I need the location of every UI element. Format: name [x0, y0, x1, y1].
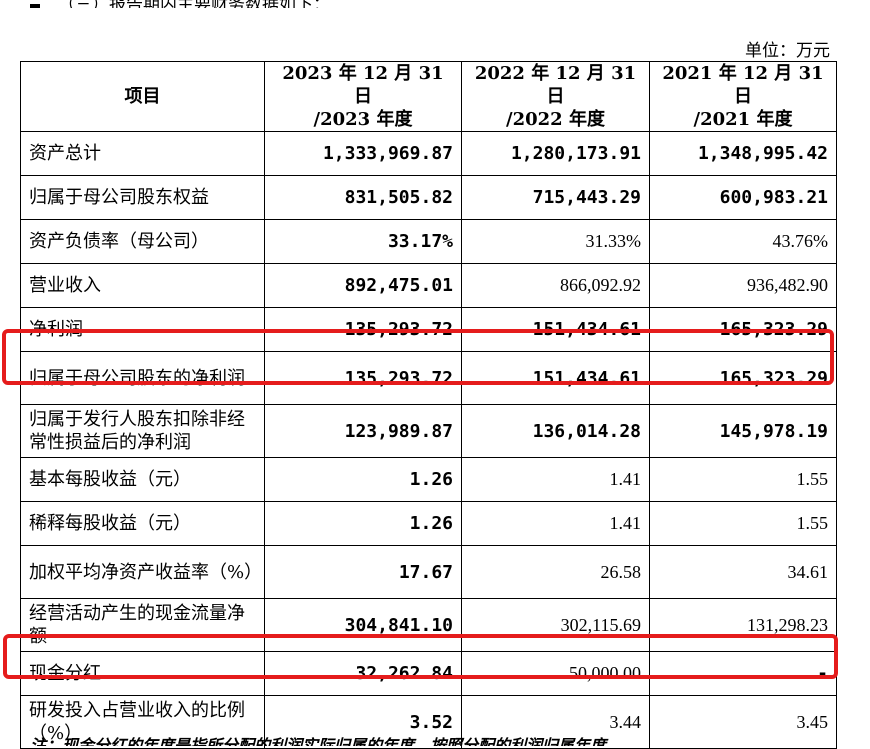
- value-2022: 715,443.29: [461, 175, 650, 220]
- row-label: 研发投入占营业收入的比例（%）: [20, 695, 265, 749]
- unit-label: 单位：万元: [745, 41, 830, 61]
- value-2023: 304,841.10: [264, 598, 462, 652]
- value-2021: 34.61: [649, 545, 837, 599]
- footnote-text-cutoff: 注：现金分红的年度是指所分配的利润实际归属的年度，按照分配的利润归属年度: [30, 736, 607, 746]
- value-2021: 1,348,995.42: [649, 131, 837, 176]
- highlight-box-cash-dividend: [3, 634, 838, 679]
- row-label: 经营活动产生的现金流量净额: [20, 598, 265, 652]
- highlight-box-net-profit: [2, 329, 834, 385]
- value-2022: 3.44: [461, 695, 650, 749]
- value-2022: 866,092.92: [461, 263, 650, 308]
- row-label: 归属于母公司股东权益: [20, 175, 265, 220]
- value-2021: 1.55: [649, 457, 837, 502]
- row-label: 归属于发行人股东扣除非经常性损益后的净利润: [20, 404, 265, 458]
- table-row: 资产总计 1,333,969.87 1,280,173.91 1,348,995…: [20, 131, 837, 176]
- table-row: 归属于母公司股东权益 831,505.82 715,443.29 600,983…: [20, 175, 837, 220]
- section-heading: （三）报告期内主要财务数据如下：: [58, 0, 330, 8]
- value-2022: 302,115.69: [461, 598, 650, 652]
- row-label: 基本每股收益（元）: [20, 457, 265, 502]
- row-label: 营业收入: [20, 263, 265, 308]
- row-label: 资产负债率（母公司）: [20, 219, 265, 264]
- table-row: 资产负债率（母公司） 33.17% 31.33% 43.76%: [20, 219, 837, 264]
- table-row: 归属于发行人股东扣除非经常性损益后的净利润 123,989.87 136,014…: [20, 404, 837, 458]
- value-2021: 600,983.21: [649, 175, 837, 220]
- value-2021: 43.76%: [649, 219, 837, 264]
- preceding-text-cutoff: （三）报告期内主要财务数据如下：: [0, 0, 870, 8]
- value-2022: 1.41: [461, 501, 650, 546]
- table-header-row: 项目 2023 年 12 月 31 日/2023 年度 2022 年 12 月 …: [20, 61, 837, 132]
- value-2022: 26.58: [461, 545, 650, 599]
- row-label: 稀释每股收益（元）: [20, 501, 265, 546]
- value-2023: 1,333,969.87: [264, 131, 462, 176]
- table-row: 基本每股收益（元） 1.26 1.41 1.55: [20, 457, 837, 502]
- value-2023: 1.26: [264, 457, 462, 502]
- value-2021: -: [649, 651, 837, 696]
- row-label: 加权平均净资产收益率（%）: [20, 545, 265, 599]
- value-2023: 123,989.87: [264, 404, 462, 458]
- table-row: 稀释每股收益（元） 1.26 1.41 1.55: [20, 501, 837, 546]
- value-2021: 936,482.90: [649, 263, 837, 308]
- value-2023: 1.26: [264, 501, 462, 546]
- value-2021: 3.45: [649, 695, 837, 749]
- table-row: 营业收入 892,475.01 866,092.92 936,482.90: [20, 263, 837, 308]
- header-2021: 2021 年 12 月 31 日/2021 年度: [649, 61, 837, 132]
- value-2022: 151,434.61: [461, 351, 650, 405]
- value-2021: 145,978.19: [649, 404, 837, 458]
- header-2022: 2022 年 12 月 31 日/2022 年度: [461, 61, 650, 132]
- value-2023: 33.17%: [264, 219, 462, 264]
- value-2022: 31.33%: [461, 219, 650, 264]
- value-2022: 1,280,173.91: [461, 131, 650, 176]
- header-item: 项目: [20, 61, 265, 132]
- row-label: 资产总计: [20, 131, 265, 176]
- table-row: 加权平均净资产收益率（%） 17.67 26.58 34.61: [20, 545, 837, 599]
- bullet-mark: [30, 3, 40, 8]
- header-2023: 2023 年 12 月 31 日/2023 年度: [264, 61, 462, 132]
- value-2022: 136,014.28: [461, 404, 650, 458]
- value-2021: 1.55: [649, 501, 837, 546]
- value-2023: 17.67: [264, 545, 462, 599]
- table-row: 研发投入占营业收入的比例（%） 3.52 3.44 3.45: [20, 695, 837, 749]
- value-2023: 892,475.01: [264, 263, 462, 308]
- value-2022: 1.41: [461, 457, 650, 502]
- value-2023: 831,505.82: [264, 175, 462, 220]
